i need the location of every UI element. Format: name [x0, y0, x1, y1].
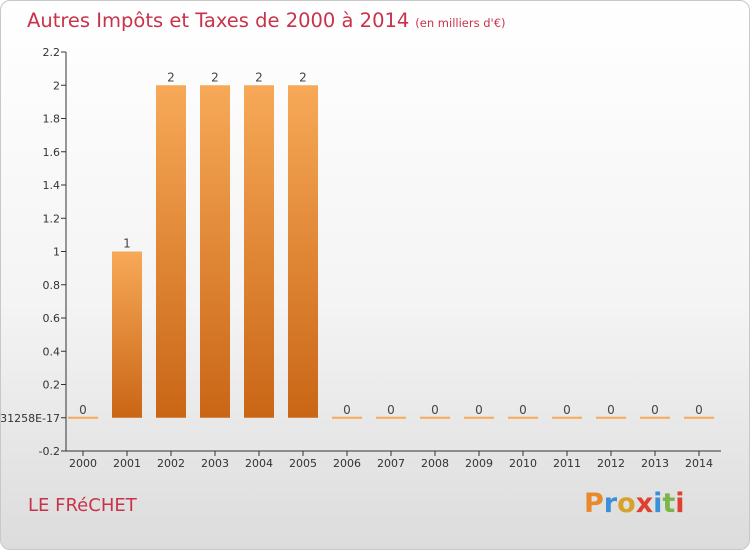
chart-title-text: Autres Impôts et Taxes de 2000 à 2014 [27, 9, 410, 32]
x-tick-label-2010: 2010 [509, 457, 537, 470]
x-tick-label-2000: 2000 [69, 457, 97, 470]
y-tick-label: 2.2 [43, 46, 61, 59]
value-label-2010: 0 [519, 403, 527, 417]
value-label-2012: 0 [607, 403, 615, 417]
value-label-2004: 2 [255, 70, 263, 84]
y-tick-label: 1.6 [43, 146, 61, 159]
y-tick-label: 1.8 [43, 113, 61, 126]
x-tick-label-2005: 2005 [289, 457, 317, 470]
logo-letter: i [653, 488, 663, 519]
logo-letter: r [603, 488, 618, 519]
logo-letter: P [584, 488, 604, 519]
x-tick-label-2006: 2006 [333, 457, 361, 470]
bar-2009 [464, 416, 494, 419]
bar-2001 [112, 251, 142, 418]
bar-2013 [640, 416, 670, 419]
y-axis: 2.2 2 1.8 1.6 1.4 1.2 1 0.8 0.6 0.4 0.2 5.551115123… [1, 46, 67, 458]
y-tick-label: 1.2 [43, 212, 61, 225]
y-tick-label: 0.2 [43, 379, 61, 392]
x-tick-label-2011: 2011 [553, 457, 581, 470]
chart-subtitle: (en milliers d'€) [415, 16, 506, 30]
bar-2000 [68, 416, 98, 419]
x-tick-label-2002: 2002 [157, 457, 185, 470]
value-label-2008: 0 [431, 403, 439, 417]
bar-2004 [244, 85, 274, 418]
value-label-2003: 2 [211, 70, 219, 84]
bar-2014 [684, 416, 714, 419]
value-labels: 0 1 2 2 2 2 0 0 0 0 0 0 0 0 0 [79, 70, 703, 417]
value-label-2014: 0 [695, 403, 703, 417]
x-tick-label-2008: 2008 [421, 457, 449, 470]
proxiti-logo: Proxiti [584, 488, 685, 519]
y-tick-label: 2 [53, 79, 60, 92]
x-tick-label-2009: 2009 [465, 457, 493, 470]
value-label-2001: 1 [123, 237, 131, 251]
bar-2003 [200, 85, 230, 418]
x-tick-label-2003: 2003 [201, 457, 229, 470]
y-tick-label: 0.6 [43, 312, 61, 325]
x-tick-label-2013: 2013 [641, 457, 669, 470]
value-label-2000: 0 [79, 403, 87, 417]
value-label-2013: 0 [651, 403, 659, 417]
value-label-2005: 2 [299, 70, 307, 84]
y-tick-label: -0.2 [39, 445, 60, 458]
x-tick-label-2007: 2007 [377, 457, 405, 470]
logo-letter: i [675, 488, 685, 519]
bar-2007 [376, 416, 406, 419]
value-label-2002: 2 [167, 70, 175, 84]
y-tick-label: 0.8 [43, 279, 61, 292]
bar-2010 [508, 416, 538, 419]
y-tick-label: 1 [53, 246, 60, 259]
logo-letter: x [635, 488, 654, 519]
logo-letter: t [662, 488, 676, 519]
x-axis: 2000 2001 2002 2003 2004 2005 2006 2007 2008 2009… [66, 450, 721, 470]
x-tick-label-2004: 2004 [245, 457, 273, 470]
value-label-2009: 0 [475, 403, 483, 417]
value-label-2007: 0 [387, 403, 395, 417]
y-tick-label: 1.4 [43, 179, 61, 192]
commune-name: LE FRéCHET [28, 495, 137, 516]
x-tick-label-2001: 2001 [113, 457, 141, 470]
logo-letter: o [617, 488, 636, 519]
value-label-2006: 0 [343, 403, 351, 417]
bars [68, 85, 714, 419]
y-tick-label: 5.5511151231258E-17 [1, 412, 60, 425]
value-label-2011: 0 [563, 403, 571, 417]
bar-2011 [552, 416, 582, 419]
bar-2008 [420, 416, 450, 419]
bar-2002 [156, 85, 186, 418]
bar-2005 [288, 85, 318, 418]
chart-title: Autres Impôts et Taxes de 2000 à 2014 (en… [27, 9, 506, 32]
y-tick-label: 0.4 [43, 345, 61, 358]
x-tick-label-2014: 2014 [685, 457, 713, 470]
bar-2012 [596, 416, 626, 419]
x-tick-label-2012: 2012 [597, 457, 625, 470]
bar-2006 [332, 416, 362, 419]
